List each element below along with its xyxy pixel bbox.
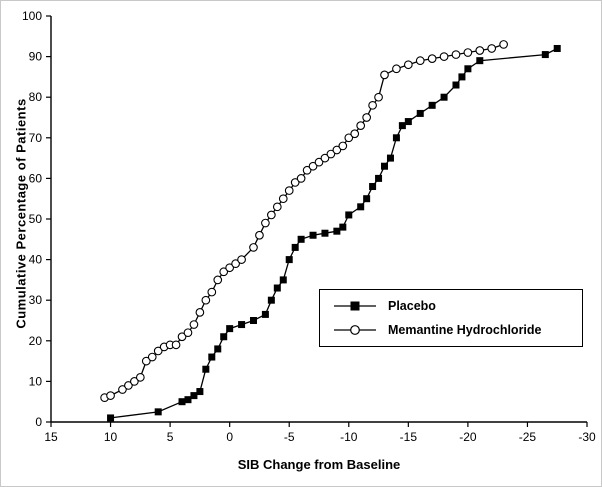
x-tick-label: -30 <box>578 430 596 444</box>
legend-label-memantine: Memantine Hydrochloride <box>388 323 542 337</box>
legend-label-placebo: Placebo <box>388 299 436 313</box>
x-tick-label: -25 <box>519 430 537 444</box>
x-tick-label: 15 <box>44 430 58 444</box>
open-circle-marker-icon <box>334 325 376 335</box>
legend-item-placebo: Placebo <box>332 299 570 313</box>
y-tick-label: 90 <box>29 50 43 64</box>
x-tick-label: -20 <box>459 430 477 444</box>
x-tick-label: -5 <box>284 430 295 444</box>
y-tick-label: 80 <box>29 90 43 104</box>
y-axis-ticks: 0 10 20 30 40 50 60 70 80 90 100 <box>22 9 51 429</box>
x-axis-ticks: 15 10 5 0 -5 -10 -15 -20 -25 -30 <box>44 422 596 444</box>
y-tick-label: 20 <box>29 334 43 348</box>
x-tick-label: -15 <box>400 430 418 444</box>
x-tick-label: -10 <box>340 430 358 444</box>
y-tick-label: 40 <box>29 253 43 267</box>
x-tick-label: 10 <box>104 430 118 444</box>
x-axis-title: SIB Change from Baseline <box>237 457 401 472</box>
filled-square-marker-icon <box>334 301 376 311</box>
y-tick-label: 30 <box>29 293 43 307</box>
y-tick-label: 100 <box>22 9 42 23</box>
y-axis-title: Cumulative Percentage of Patients <box>13 98 29 329</box>
legend-item-memantine: Memantine Hydrochloride <box>332 323 570 337</box>
y-tick-label: 60 <box>29 171 43 185</box>
x-tick-label: 5 <box>167 430 174 444</box>
y-tick-label: 70 <box>29 131 43 145</box>
y-tick-label: 50 <box>29 212 43 226</box>
legend: Placebo Memantine Hydrochloride <box>319 289 583 347</box>
placebo-series <box>107 44 561 422</box>
axes <box>50 16 587 423</box>
x-tick-label: 0 <box>226 430 233 444</box>
y-tick-label: 0 <box>35 415 42 429</box>
y-tick-label: 10 <box>29 374 43 388</box>
memantine-hydrochloride-series <box>100 40 508 402</box>
